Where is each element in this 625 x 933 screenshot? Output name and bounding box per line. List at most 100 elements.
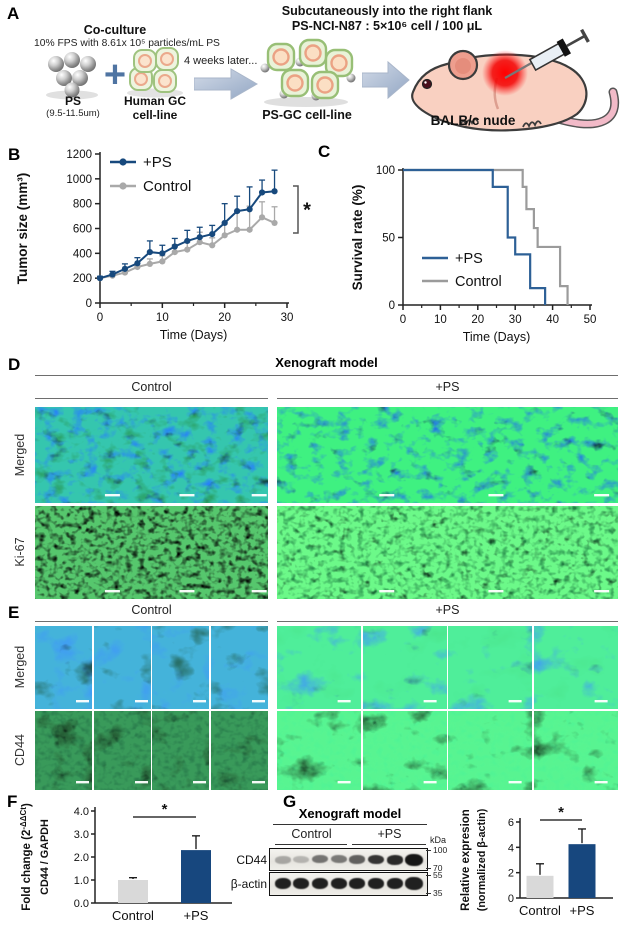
scale-bar [488, 590, 504, 593]
plus-icon: + [103, 54, 127, 96]
svg-text:0.0: 0.0 [74, 898, 89, 910]
scale-bar [508, 699, 522, 703]
svg-text:+PS: +PS [143, 154, 172, 171]
e-merged-ps-0 [277, 626, 362, 709]
svg-text:0: 0 [508, 893, 514, 905]
scale-bar [134, 700, 148, 703]
flank-text-line1: Subcutaneously into the right flank [281, 4, 493, 18]
mouse-label: BALB/c nude [430, 113, 516, 128]
svg-text:10: 10 [434, 314, 447, 326]
svg-text:20: 20 [218, 312, 231, 324]
arrow-right-icon-2 [362, 60, 410, 100]
svg-text:3.0: 3.0 [74, 829, 89, 841]
svg-text:1000: 1000 [66, 174, 92, 186]
svg-text:0: 0 [400, 314, 406, 326]
svg-text:*: * [162, 801, 168, 818]
scale-bar [134, 781, 148, 784]
svg-text:1.0: 1.0 [74, 875, 89, 887]
blot-band [274, 877, 291, 889]
e-cd44-control-3 [210, 711, 268, 790]
svg-text:600: 600 [73, 224, 92, 236]
svg-text:0: 0 [97, 312, 103, 324]
scale-bar [379, 590, 395, 593]
scale-bar [193, 781, 207, 784]
scale-bar [251, 590, 267, 593]
svg-text:Time (Days): Time (Days) [463, 330, 531, 344]
gc-cells-icon [127, 47, 183, 98]
survival-chart: 0 50 100 0 10 20 30 40 50 +PS Control Time (Days) Su… [350, 165, 596, 344]
svg-text:Control: Control [143, 178, 191, 195]
svg-text:50: 50 [382, 233, 395, 245]
scale-bar [337, 699, 351, 703]
tumor-size-chart: 0 200 400 600 800 1000 1200 0 10 20 30 +PS Control Ti… [15, 149, 311, 342]
blot-band [405, 853, 424, 866]
ps-label: PS [64, 94, 81, 108]
d-ki67-ps [277, 506, 618, 599]
e-merged-control-3 [210, 626, 268, 709]
svg-text:1200: 1200 [66, 149, 92, 161]
blot-band [405, 876, 424, 890]
e-cd44-ps-1 [362, 711, 447, 790]
svg-text:*: * [303, 200, 311, 222]
scale-bar [594, 699, 608, 703]
ps-size-label: (9.5-11.5um) [46, 108, 100, 119]
panel-d-col-control: Control [131, 380, 172, 394]
scale-bar [193, 700, 207, 703]
injection-site [482, 50, 528, 96]
scale-bar [76, 700, 89, 703]
panel-g-label: G [283, 792, 297, 811]
coculture-title: Co-culture [83, 23, 147, 37]
svg-text:Fold change (2-ΔΔCt): Fold change (2-ΔΔCt) [19, 803, 33, 911]
panel-d-col-ps: +PS [435, 380, 460, 394]
arrow-right-icon [194, 68, 258, 100]
svg-text:+PS: +PS [570, 903, 595, 918]
svg-text:*: * [558, 804, 564, 821]
scale-bar [179, 590, 195, 593]
svg-text:200: 200 [73, 273, 92, 285]
panel-g-col-ps: +PS [377, 827, 402, 841]
svg-text:+PS: +PS [184, 908, 209, 923]
panel-e-col-ps: +PS [435, 603, 460, 617]
e-merged-ps-3 [533, 626, 618, 709]
blot-band [311, 855, 328, 864]
blot-band [293, 877, 309, 889]
scale-bar [251, 700, 265, 703]
svg-text:0: 0 [389, 300, 395, 312]
kda-mark: 70 [433, 863, 443, 873]
svg-text:2: 2 [508, 868, 514, 880]
blot-band [274, 855, 291, 864]
e-cd44-control-2 [152, 711, 210, 790]
bactin-blot [269, 872, 428, 896]
blot-band [367, 854, 384, 865]
relative-expression-chart: 0 2 4 6 Control +PS * Relative expresion (normal… [460, 804, 613, 918]
svg-text:Time (Days): Time (Days) [160, 328, 228, 342]
scale-bar [179, 494, 195, 497]
gc-label-line1: Human GC [123, 94, 186, 108]
panel-g-title: Xenograft model [298, 806, 402, 821]
svg-text:2.0: 2.0 [74, 852, 89, 864]
e-merged-control-2 [152, 626, 210, 709]
svg-text:20: 20 [471, 314, 484, 326]
svg-text:(normalized β-actin): (normalized β-actin) [476, 808, 488, 911]
panel-f-label: F [7, 792, 18, 811]
svg-text:40: 40 [546, 314, 559, 326]
panel-e-col-control: Control [131, 603, 172, 617]
panel-g-col-control: Control [291, 827, 332, 841]
e-merged-control-1 [93, 626, 151, 709]
blot-band [349, 877, 365, 889]
panel-a-label: A [7, 4, 20, 23]
ps-particles-icon [46, 52, 98, 100]
svg-text:0: 0 [86, 298, 92, 310]
svg-text:100: 100 [376, 165, 395, 177]
d-merged-control [35, 407, 268, 503]
kda-mark: 100 [433, 845, 448, 855]
scale-bar [594, 780, 608, 784]
scale-bar [104, 494, 120, 497]
scale-bar [508, 780, 522, 784]
weeks-later-label: 4 weeks later... [184, 55, 258, 67]
scale-bar [594, 494, 610, 497]
d-merged-ps [277, 407, 618, 503]
kda-header: kDa [430, 835, 447, 845]
panel-e-label: E [8, 603, 20, 622]
svg-text:30: 30 [281, 312, 294, 324]
